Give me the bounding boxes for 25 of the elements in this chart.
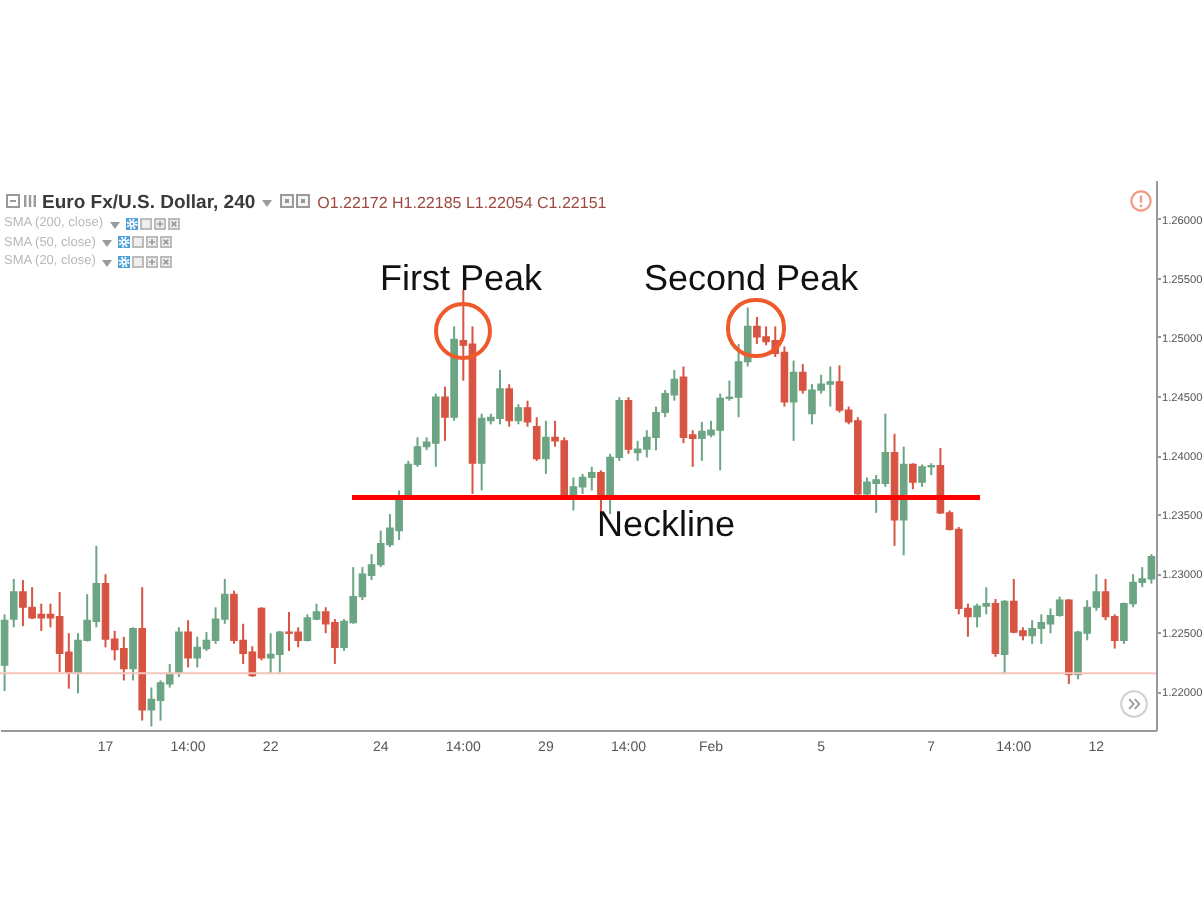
candlestick xyxy=(505,383,513,428)
text: O1.22172 H1.22185 L1.22054 C1.22151 xyxy=(317,193,607,211)
candlestick xyxy=(129,626,137,682)
candlestick xyxy=(184,619,192,669)
candlestick xyxy=(798,363,807,395)
candlestick xyxy=(514,403,523,426)
candlestick xyxy=(1055,595,1064,618)
candlestick xyxy=(542,419,550,475)
candlestick xyxy=(175,626,183,678)
candlestick xyxy=(587,465,596,492)
candlestick xyxy=(523,399,532,428)
candlestick xyxy=(441,385,449,442)
annotation: Second Peak xyxy=(644,258,859,298)
candlestick xyxy=(303,613,312,643)
annotation: First Peak xyxy=(380,258,543,298)
candlestick xyxy=(147,686,156,728)
ref-line-label: Neckline xyxy=(596,504,736,545)
candlestick xyxy=(909,462,917,491)
candlestick xyxy=(532,416,541,462)
candlestick xyxy=(431,392,440,468)
text: Euro Fx/U.S. Dollar, 240 xyxy=(42,191,256,213)
candlestick xyxy=(789,359,798,442)
candlestick xyxy=(193,635,202,669)
candlestick xyxy=(0,613,9,693)
candlestick xyxy=(9,577,18,629)
